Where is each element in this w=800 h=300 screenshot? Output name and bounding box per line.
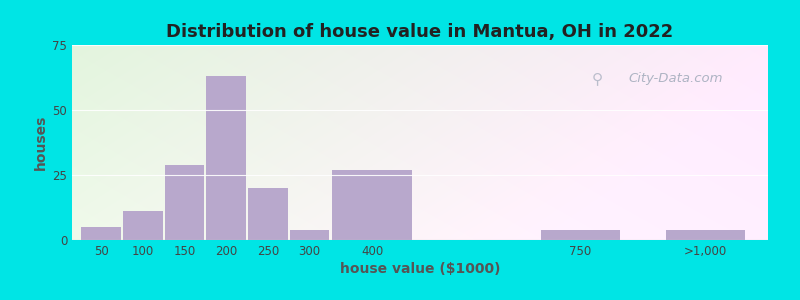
Text: ⚲: ⚲	[592, 70, 603, 86]
Title: Distribution of house value in Mantua, OH in 2022: Distribution of house value in Mantua, O…	[166, 23, 674, 41]
X-axis label: house value ($1000): house value ($1000)	[340, 262, 500, 276]
Bar	[123, 212, 162, 240]
Bar	[290, 230, 330, 240]
Bar	[333, 170, 412, 240]
Bar	[541, 230, 620, 240]
Y-axis label: houses: houses	[34, 115, 48, 170]
Bar	[666, 230, 745, 240]
Bar	[206, 76, 246, 240]
Bar	[165, 165, 204, 240]
Bar	[82, 227, 121, 240]
Text: City-Data.com: City-Data.com	[629, 72, 723, 85]
Bar	[248, 188, 288, 240]
